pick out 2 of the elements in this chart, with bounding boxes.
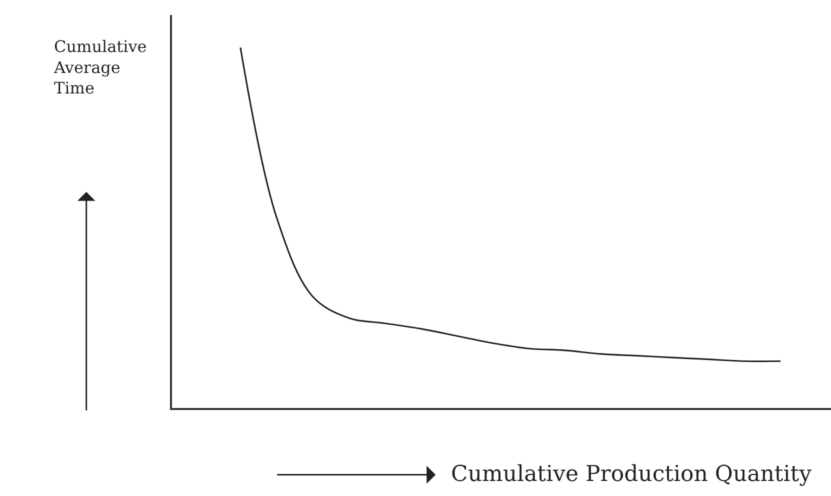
x-axis-title: Cumulative Production Quantity — [451, 462, 812, 487]
y-axis-title: Cumulative Average Time — [53, 37, 147, 98]
